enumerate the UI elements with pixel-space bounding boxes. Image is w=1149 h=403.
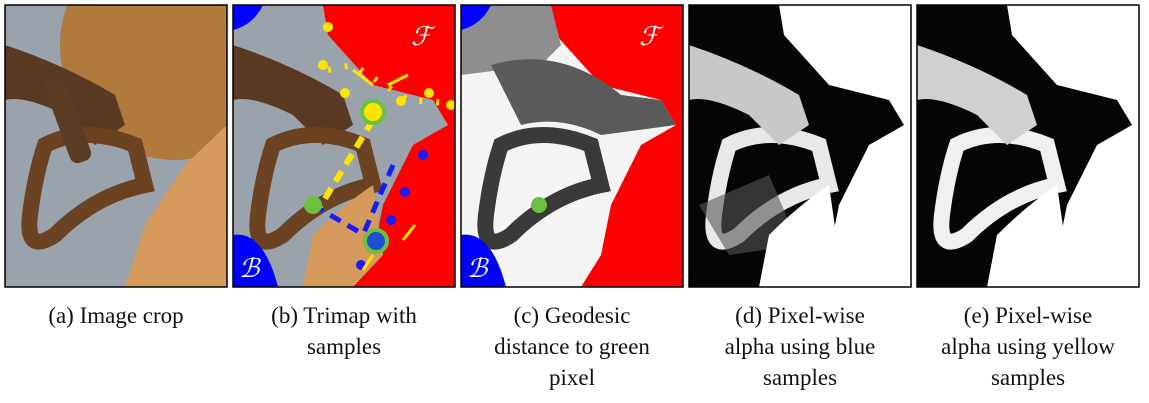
background-label: ℬ (467, 254, 489, 284)
caption-line: samples (914, 362, 1142, 393)
caption-line: pixel (458, 362, 686, 393)
caption-line: (d) Pixel-wise (686, 300, 914, 331)
caption-line: samples (686, 362, 914, 393)
panel-d (689, 5, 911, 287)
figure-panels: ℱ ℬ ℱ ℬ (0, 0, 1149, 295)
panel-c: ℱ ℬ (461, 5, 683, 287)
caption-line: alpha using blue (686, 331, 914, 362)
caption-line: (a) Image crop (2, 300, 230, 331)
caption-line: (b) Trimap with (230, 300, 458, 331)
caption-line: (e) Pixel-wise (914, 300, 1142, 331)
caption-line: distance to green (458, 331, 686, 362)
caption-line: samples (230, 331, 458, 362)
page: ℱ ℬ ℱ ℬ (a) Image crop(b) Trimap withsam… (0, 0, 1149, 403)
background-label: ℬ (239, 254, 261, 284)
panel-e (917, 5, 1139, 287)
caption-line: alpha using yellow (914, 331, 1142, 362)
panel-b: ℱ ℬ (233, 5, 456, 287)
caption-line: (c) Geodesic (458, 300, 686, 331)
caption: (a) Image crop (2, 300, 230, 331)
